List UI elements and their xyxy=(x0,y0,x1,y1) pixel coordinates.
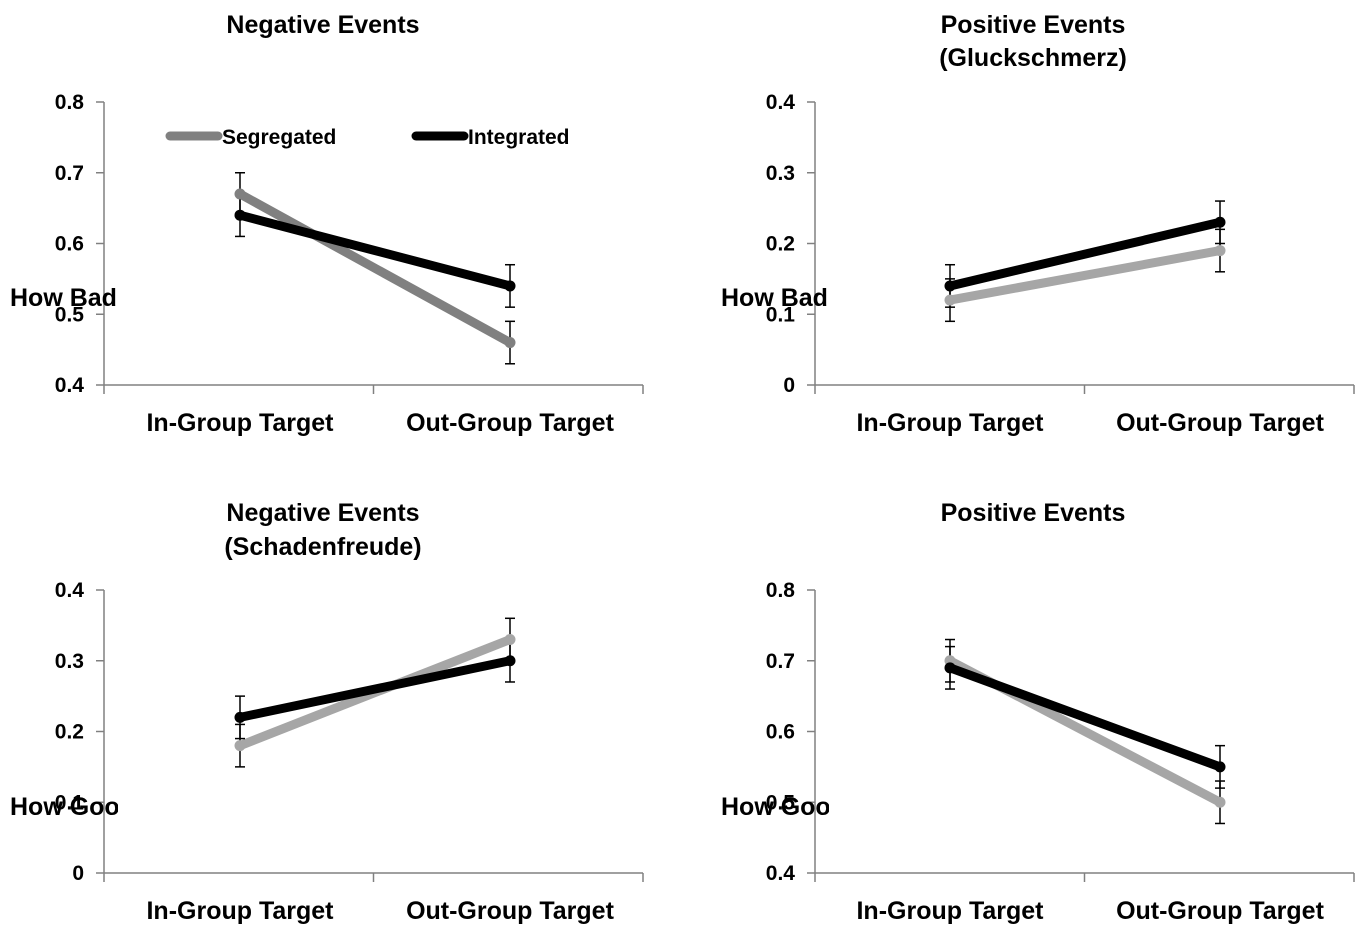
chart-title-line: (Schadenfreude) xyxy=(224,533,421,561)
series-line-2 xyxy=(945,217,1225,291)
chart-panel-3: Negative Events (Schadenfreude) 0 0.1 0.2 0.3… xyxy=(10,499,644,925)
y-tick-label: 0.2 xyxy=(766,233,795,256)
y-axis-label: How Bad xyxy=(721,284,828,312)
y-tick-label: 0.6 xyxy=(55,233,84,256)
y-tick-label: 0.4 xyxy=(55,374,85,397)
y-tick-label: 0.1 xyxy=(766,303,796,326)
y-axis-label: How Good xyxy=(721,793,846,821)
data-point xyxy=(1214,216,1226,228)
series-line-1 xyxy=(945,246,1225,305)
chart-title-line: (Gluckschmerz) xyxy=(939,44,1127,72)
data-point xyxy=(504,280,516,292)
y-tick-label: 0.7 xyxy=(55,162,84,185)
y-tick-label: 0.2 xyxy=(55,721,84,744)
data-point xyxy=(504,655,516,667)
y-axis-label: How Bad xyxy=(10,284,117,312)
chart-title-line: Negative Events xyxy=(226,11,419,39)
y-tick-label: 0.6 xyxy=(766,721,795,744)
data-point xyxy=(1214,245,1226,257)
x-tick-label: Out-Group Target xyxy=(406,897,615,925)
y-tick-label: 0.5 xyxy=(55,303,85,326)
x-tick-label: In-Group Target xyxy=(856,409,1044,437)
y-tick-label: 0.8 xyxy=(55,91,85,114)
series-line-2 xyxy=(235,656,515,722)
data-point xyxy=(944,294,956,306)
data-point xyxy=(1214,761,1226,773)
data-point xyxy=(234,188,246,200)
data-point xyxy=(1214,796,1226,808)
chart-panel-4: Positive Events 0.4 0.5 0.6 0.7 0.8 In-Group T… xyxy=(721,499,1355,925)
data-point xyxy=(234,740,246,752)
chart-panel-1: Negative Events 0.4 0.5 0.6 0.7 0.8 In-Group T… xyxy=(10,11,644,437)
chart-title-line: Positive Events xyxy=(941,11,1126,39)
x-tick-label: Out-Group Target xyxy=(1116,897,1325,925)
y-tick-label: 0.4 xyxy=(766,91,796,114)
data-point xyxy=(504,337,516,349)
legend-label: Integrated xyxy=(468,126,570,149)
y-axis-label: How Good xyxy=(10,793,135,821)
y-tick-label: 0.3 xyxy=(766,162,795,185)
y-tick-label: 0.8 xyxy=(766,579,796,602)
y-tick-label: 0.3 xyxy=(55,650,84,673)
legend-label: Segregated xyxy=(222,126,336,149)
y-tick-label: 0 xyxy=(72,862,84,885)
data-point xyxy=(234,209,246,221)
x-tick-label: Out-Group Target xyxy=(1116,409,1325,437)
chart-panel-2: Positive Events (Gluckschmerz) 0 0.1 0.2 0.3 0… xyxy=(721,11,1355,437)
series-line-2 xyxy=(945,663,1225,772)
data-point xyxy=(504,634,516,646)
x-tick-label: In-Group Target xyxy=(856,897,1044,925)
y-tick-label: 0.4 xyxy=(55,579,85,602)
y-tick-label: 0.1 xyxy=(55,791,85,814)
data-point xyxy=(234,711,246,723)
y-tick-label: 0.7 xyxy=(766,650,795,673)
series-line-1 xyxy=(235,189,515,348)
y-tick-label: 0.4 xyxy=(766,862,796,885)
legend: Segregated Integrated xyxy=(165,126,570,149)
series-line-2 xyxy=(235,210,515,291)
chart-title-line: Negative Events xyxy=(226,499,419,527)
x-tick-label: Out-Group Target xyxy=(406,409,615,437)
y-tick-label: 0.5 xyxy=(766,791,796,814)
y-tick-label: 0 xyxy=(783,374,795,397)
chart-title-line: Positive Events xyxy=(941,499,1126,527)
data-point xyxy=(944,662,956,674)
x-tick-label: In-Group Target xyxy=(146,897,334,925)
data-point xyxy=(944,280,956,292)
x-tick-label: In-Group Target xyxy=(146,409,334,437)
